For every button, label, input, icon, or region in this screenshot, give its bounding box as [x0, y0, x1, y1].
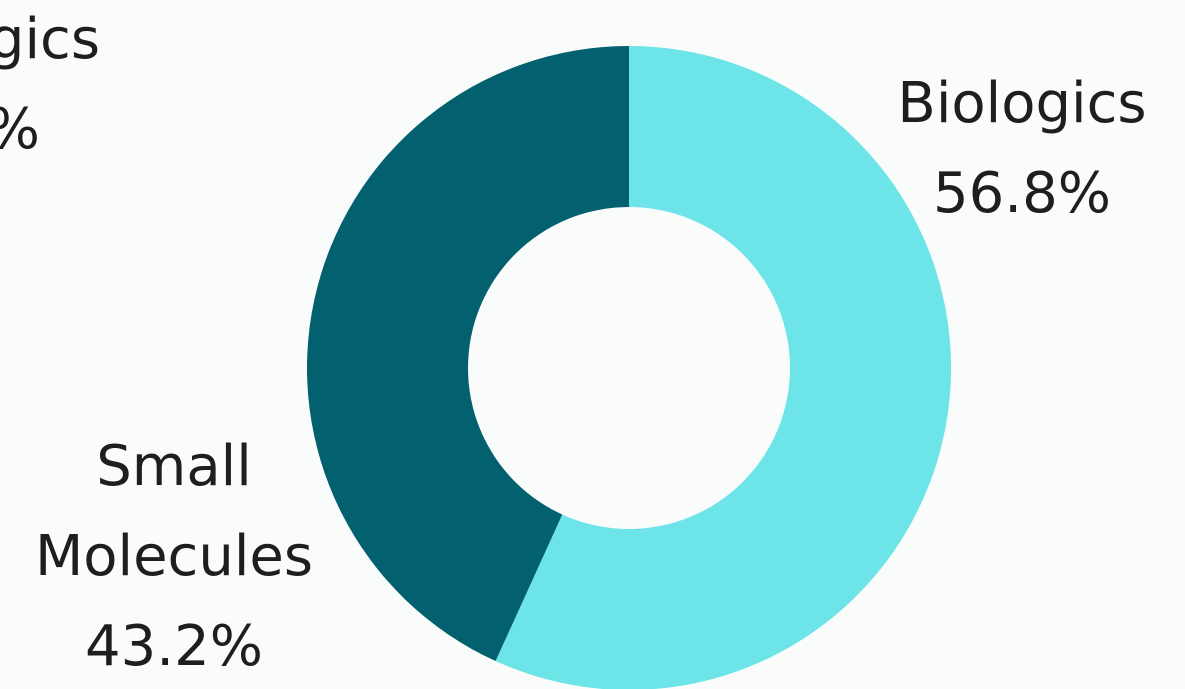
slice-label-small-molecules: Small Molecules 43.2% — [35, 434, 313, 679]
slice-label-biologics: Biologics 56.8% — [897, 71, 1146, 226]
clipped-label-fragment: gics% — [0, 7, 100, 162]
donut-hole — [468, 207, 790, 529]
